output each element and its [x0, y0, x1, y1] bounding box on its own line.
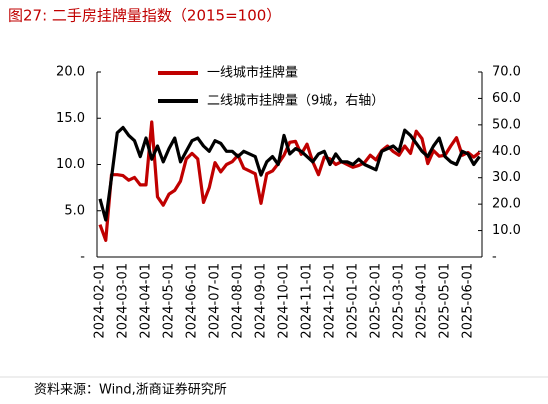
x-tick-label: 2025-06-01 — [461, 263, 476, 339]
y2-tick-label: 30.0 — [492, 170, 521, 185]
x-tick-label: 2024-08-01 — [231, 263, 246, 339]
y2-tick-label: 20.0 — [492, 197, 521, 212]
x-tick-label: 2025-02-01 — [369, 263, 384, 339]
x-tick-label: 2025-05-01 — [438, 263, 453, 339]
legend-label: 一线城市挂牌量 — [207, 65, 298, 81]
x-tick-label: 2024-09-01 — [254, 263, 269, 339]
y2-tick-label: 50.0 — [492, 117, 521, 132]
x-tick-label: 2025-03-01 — [392, 263, 407, 339]
series-line — [98, 125, 481, 222]
y2-tick-label: 10.0 — [492, 223, 521, 238]
y-tick-label: 5.0 — [64, 203, 85, 218]
y2-tick-label: - — [492, 250, 497, 265]
x-tick-label: 2024-06-01 — [185, 263, 200, 339]
x-tick-label: 2025-04-01 — [415, 263, 430, 339]
y-tick-label: 10.0 — [56, 157, 85, 172]
x-tick-label: 2024-02-01 — [93, 263, 108, 339]
x-tick-label: 2024-03-01 — [116, 263, 131, 339]
x-tick-label: 2024-05-01 — [162, 263, 177, 339]
y-tick-label: 20.0 — [56, 65, 85, 80]
x-tick-label: 2024-07-01 — [208, 263, 223, 339]
y2-tick-label: 60.0 — [492, 91, 521, 106]
chart-title: 图27: 二手房挂牌量指数（2015=100） — [8, 7, 281, 25]
legend-label: 二线城市挂牌量（9城，右轴） — [207, 93, 384, 109]
x-tick-label: 2024-04-01 — [139, 263, 154, 339]
x-tick-label: 2024-12-01 — [323, 263, 338, 339]
y2-tick-label: 40.0 — [492, 144, 521, 159]
y-tick-label: - — [80, 250, 85, 265]
y2-tick-label: 70.0 — [492, 65, 521, 80]
y-tick-label: 15.0 — [56, 111, 85, 126]
x-tick-label: 2025-01-01 — [346, 263, 361, 339]
x-tick-label: 2024-11-01 — [300, 263, 315, 339]
x-tick-label: 2024-10-01 — [277, 263, 292, 339]
series-line — [98, 120, 481, 242]
source: 资料来源：Wind,浙商证券研究所 — [34, 382, 227, 398]
